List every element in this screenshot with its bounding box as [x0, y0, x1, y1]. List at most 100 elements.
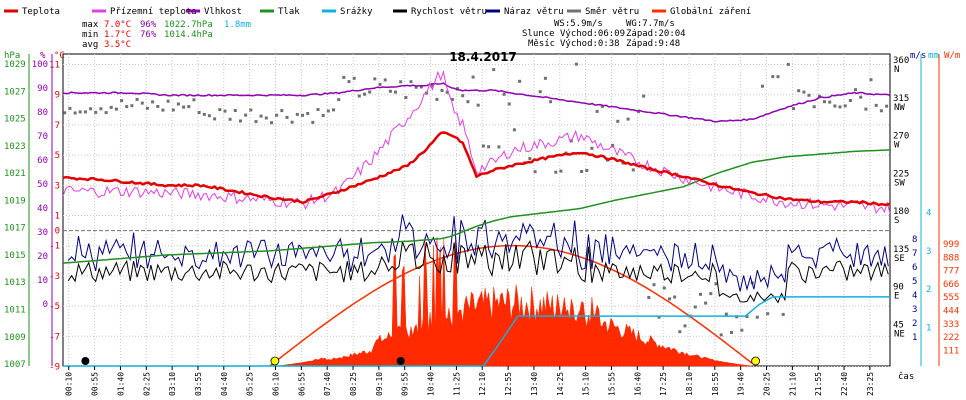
wind-direction-point	[321, 114, 325, 117]
wind-direction-point	[99, 107, 103, 111]
wind-direction-point	[823, 100, 826, 104]
wind-direction-point	[316, 108, 320, 111]
wind-direction-point	[125, 105, 129, 109]
stats-min-humidity: 76%	[140, 30, 157, 40]
wind-direction-point	[719, 333, 723, 337]
wind-direction-point	[352, 76, 356, 80]
wind-direction-point	[730, 331, 733, 334]
legend-item-label: Přízemní teplota	[110, 7, 197, 17]
tick-label-mm: 1	[926, 324, 931, 334]
wind-direction-point	[533, 170, 537, 174]
wind-direction-point	[838, 105, 842, 109]
wind-direction-point	[218, 108, 222, 112]
wind-direction-point	[518, 79, 522, 83]
wind-direction-point	[802, 90, 806, 94]
tick-label-time: 18:55	[711, 372, 720, 396]
wind-direction-point	[151, 100, 155, 104]
tick-label-temp: 1	[55, 212, 60, 222]
wind-speed-line	[67, 240, 889, 304]
wind-direction-point	[528, 157, 532, 160]
tick-label-time: 15:55	[607, 372, 616, 396]
wind-direction-point	[461, 94, 465, 98]
wind-direction-point	[781, 312, 785, 316]
wind-direction-point	[678, 330, 682, 334]
moon-label: Měsíc	[528, 39, 555, 49]
wind-direction-point	[94, 110, 98, 114]
tick-label-humidity: 80	[37, 108, 48, 118]
tick-label-mm: 2	[926, 285, 931, 295]
wind-direction-point	[83, 110, 87, 114]
tick-label-time: 19:40	[737, 372, 746, 396]
wind-direction-point	[337, 98, 341, 102]
tick-label-temp: -3	[49, 272, 60, 282]
tick-label-direction: 270	[893, 132, 909, 142]
legend-item-label: Směr větru	[585, 7, 639, 17]
humidity-line	[62, 82, 891, 123]
sun-label: Slunce	[522, 29, 555, 39]
wind-direction-point	[166, 99, 170, 103]
tick-label-wm: 666	[943, 280, 959, 290]
wind-direction-point	[574, 62, 578, 66]
wind-direction-point	[378, 82, 382, 86]
tick-label-time: 12:10	[478, 372, 487, 396]
tick-label-hpa: 1013	[4, 278, 26, 288]
tick-label-direction: 315	[893, 94, 909, 104]
tick-label-direction-letter: SE	[894, 254, 905, 264]
tick-label-direction: 225	[893, 169, 909, 179]
wind-direction-point	[145, 106, 149, 110]
wind-direction-point	[68, 106, 72, 110]
wind-direction-point	[600, 104, 604, 108]
tick-label-time: 01:40	[116, 372, 125, 396]
wind-direction-point	[156, 105, 160, 108]
wind-direction-point	[456, 87, 459, 91]
wind-direction-point	[595, 109, 599, 113]
wind-direction-point	[616, 119, 620, 123]
stats-avg-temp: 3.5°C	[104, 40, 131, 50]
wind-direction-point	[223, 109, 227, 113]
tick-label-time: 10:40	[427, 372, 436, 396]
wind-direction-point	[812, 105, 816, 109]
wind-direction-point	[228, 117, 232, 121]
legend-item-label: Srážky	[340, 7, 373, 17]
wind-direction-point	[740, 328, 744, 332]
wind-direction-point	[668, 297, 671, 301]
wind-direction-point	[409, 80, 413, 84]
wind-direction-point	[549, 100, 553, 104]
wind-direction-point	[874, 103, 878, 107]
tick-label-temp: 11	[49, 61, 60, 71]
wind-direction-point	[373, 77, 377, 81]
tick-label-time: 09:55	[401, 372, 410, 396]
wind-direction-point	[699, 292, 702, 296]
wind-direction-point	[404, 96, 408, 99]
moon-marker	[81, 357, 90, 365]
wind-direction-point	[828, 100, 832, 104]
stats-label-avg: avg	[82, 40, 98, 50]
wind-direction-point	[264, 116, 268, 120]
stats-label-min: min	[82, 30, 98, 40]
tick-label-time: 14:25	[556, 372, 565, 396]
legend-item-label: Vlhkost	[204, 7, 242, 17]
wind-direction-point	[611, 143, 615, 147]
tick-label-time: 06:55	[297, 372, 306, 396]
tick-label-temp: 9	[55, 91, 60, 101]
tick-label-time: 15:10	[582, 372, 591, 396]
wind-direction-point	[440, 89, 444, 92]
tick-label-wm: 444	[943, 307, 959, 317]
wind-gust-line	[67, 214, 889, 292]
tick-label-temp: -1	[49, 242, 60, 252]
tick-label-temp: -9	[49, 363, 60, 373]
tick-label-time: 03:55	[194, 372, 203, 396]
stats-max-temp: 7.0°C	[104, 20, 131, 30]
wind-direction-point	[755, 315, 759, 319]
wind-direction-point	[140, 101, 144, 105]
axis-title-humidity: %	[40, 51, 46, 61]
ground-temperature-line	[62, 69, 891, 215]
wind-direction-point	[673, 295, 677, 299]
wind-direction-point	[843, 104, 847, 108]
tick-label-wm: 888	[943, 253, 959, 263]
tick-label-time: 05:25	[246, 372, 255, 396]
pressure-line	[62, 149, 891, 264]
wind-direction-point	[311, 120, 315, 124]
wind-direction-point	[626, 117, 630, 121]
